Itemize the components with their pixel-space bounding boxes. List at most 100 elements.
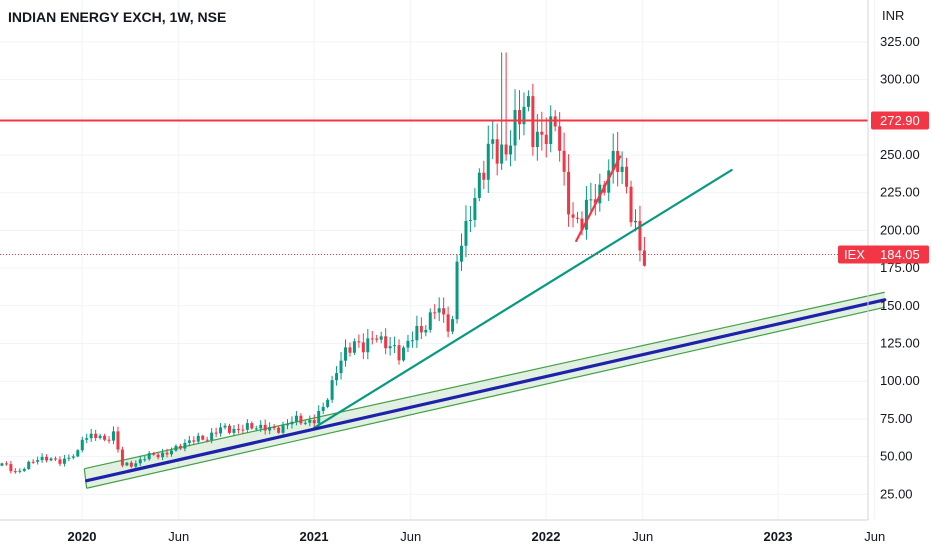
candle-body[interactable] xyxy=(567,171,571,215)
candle-body[interactable] xyxy=(584,199,588,230)
candle-body[interactable] xyxy=(500,144,504,164)
candle-body[interactable] xyxy=(611,150,615,171)
candle-body[interactable] xyxy=(468,219,472,221)
candle-body[interactable] xyxy=(259,424,263,429)
candle-body[interactable] xyxy=(513,110,517,146)
candle-body[interactable] xyxy=(348,347,352,353)
candle-body[interactable] xyxy=(0,463,4,466)
candle-body[interactable] xyxy=(446,314,450,332)
candle-body[interactable] xyxy=(27,461,31,469)
candle-body[interactable] xyxy=(384,336,388,349)
candle-body[interactable] xyxy=(504,144,508,155)
candle-body[interactable] xyxy=(183,442,187,449)
candle-body[interactable] xyxy=(451,319,455,332)
candle-body[interactable] xyxy=(187,440,191,443)
candle-body[interactable] xyxy=(138,459,142,464)
candle-body[interactable] xyxy=(308,420,312,423)
candle-body[interactable] xyxy=(80,439,84,451)
candle-body[interactable] xyxy=(370,338,374,340)
candle-body[interactable] xyxy=(433,312,437,314)
candle-body[interactable] xyxy=(18,470,22,472)
candle-body[interactable] xyxy=(214,432,218,434)
candle-body[interactable] xyxy=(49,458,53,461)
candle-body[interactable] xyxy=(76,450,80,457)
candle-body[interactable] xyxy=(326,399,330,407)
candle-body[interactable] xyxy=(62,458,66,464)
candle-body[interactable] xyxy=(268,427,272,431)
candle-body[interactable] xyxy=(98,435,102,438)
candle-body[interactable] xyxy=(125,462,129,466)
channel-upper-line[interactable] xyxy=(84,291,885,470)
candle-body[interactable] xyxy=(89,433,93,439)
candle-body[interactable] xyxy=(120,449,124,466)
candle-body[interactable] xyxy=(415,326,419,341)
candle-body[interactable] xyxy=(290,421,294,425)
candle-body[interactable] xyxy=(13,471,17,473)
candle-body[interactable] xyxy=(339,360,343,374)
candle-body[interactable] xyxy=(210,432,214,440)
candle-body[interactable] xyxy=(281,425,285,433)
candle-body[interactable] xyxy=(156,454,160,458)
candle-body[interactable] xyxy=(299,415,303,424)
candle-body[interactable] xyxy=(205,439,209,441)
candle-body[interactable] xyxy=(473,197,477,220)
candle-body[interactable] xyxy=(638,220,642,251)
candle-body[interactable] xyxy=(22,468,26,471)
candle-body[interactable] xyxy=(642,250,646,266)
candle-body[interactable] xyxy=(241,429,245,431)
candle-body[interactable] xyxy=(375,338,379,340)
candle-body[interactable] xyxy=(388,346,392,349)
candle-body[interactable] xyxy=(169,450,173,455)
candle-body[interactable] xyxy=(254,428,258,430)
candle-body[interactable] xyxy=(393,345,397,347)
candle-body[interactable] xyxy=(379,336,383,340)
candle-body[interactable] xyxy=(517,110,521,125)
candle-body[interactable] xyxy=(129,462,133,467)
candle-body[interactable] xyxy=(482,172,486,180)
candle-body[interactable] xyxy=(219,427,223,434)
candle-body[interactable] xyxy=(250,423,254,429)
candle-body[interactable] xyxy=(575,217,579,219)
candle-body[interactable] xyxy=(633,220,637,223)
candle-body[interactable] xyxy=(477,172,481,198)
candle-body[interactable] xyxy=(4,463,8,465)
wedge-trend-line[interactable] xyxy=(575,155,622,243)
candle-body[interactable] xyxy=(629,186,633,223)
candle-body[interactable] xyxy=(491,139,495,144)
candle-body[interactable] xyxy=(178,445,182,449)
candle-body[interactable] xyxy=(549,116,553,144)
candle-body[interactable] xyxy=(571,214,575,218)
candle-body[interactable] xyxy=(147,453,151,460)
candle-body[interactable] xyxy=(31,461,35,463)
candle-body[interactable] xyxy=(116,431,120,450)
candle-body[interactable] xyxy=(410,340,414,342)
candle-body[interactable] xyxy=(424,329,428,333)
candle-body[interactable] xyxy=(103,435,107,440)
candle-body[interactable] xyxy=(321,406,325,411)
candle-body[interactable] xyxy=(71,456,75,458)
candle-body[interactable] xyxy=(165,452,169,455)
plot-area[interactable] xyxy=(0,0,887,520)
candle-body[interactable] xyxy=(94,433,98,438)
candle-body[interactable] xyxy=(455,261,459,320)
candle-body[interactable] xyxy=(36,460,40,462)
candle-body[interactable] xyxy=(277,427,281,433)
candle-body[interactable] xyxy=(58,459,62,464)
candle-body[interactable] xyxy=(111,431,115,441)
candle-body[interactable] xyxy=(562,150,566,172)
candle-body[interactable] xyxy=(85,438,89,440)
candle-body[interactable] xyxy=(352,341,356,353)
candle-body[interactable] xyxy=(317,410,321,424)
candle-body[interactable] xyxy=(535,131,539,148)
candle-body[interactable] xyxy=(236,428,240,430)
candle-body[interactable] xyxy=(223,425,227,428)
candle-body[interactable] xyxy=(174,445,178,451)
candle-body[interactable] xyxy=(401,347,405,361)
candle-body[interactable] xyxy=(589,199,593,201)
channel-midline-line[interactable] xyxy=(85,298,887,483)
candle-body[interactable] xyxy=(232,428,236,433)
candle-body[interactable] xyxy=(272,427,276,429)
candle-body[interactable] xyxy=(495,139,499,164)
candle-body[interactable] xyxy=(107,439,111,441)
